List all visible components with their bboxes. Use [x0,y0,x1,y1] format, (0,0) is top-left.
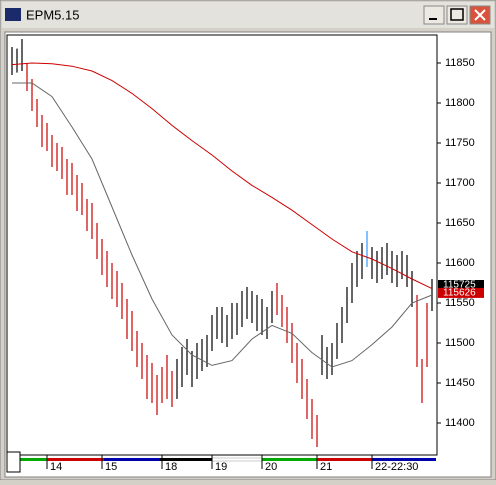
session-strip [372,458,436,461]
x-tick-label: 22-22:30 [375,461,418,473]
moving-average [11,62,433,290]
moving-average [12,82,433,368]
x-tick-label: 20 [265,461,277,473]
x-tick-label: 14 [50,461,62,473]
close-button[interactable] [469,5,491,25]
title-bar [2,2,494,28]
price-marker [438,287,484,298]
session-strip [262,458,318,461]
x-tick-label: 21 [320,461,332,473]
y-tick-label: 11450 [445,377,475,389]
session-strip [20,458,48,461]
session-strip [160,458,212,461]
y-tick-label: 11750 [445,137,475,149]
session-strip [318,458,372,461]
y-tick-label: 11600 [445,257,475,269]
x-tick-label: 18 [165,461,177,473]
y-tick-label: 11700 [445,177,475,189]
scroll-box[interactable] [6,451,21,473]
price-marker [438,280,484,290]
minimize-button[interactable] [423,5,445,25]
plot-frame [6,34,438,456]
session-strip [104,458,160,461]
x-tick-label: 15 [105,461,117,473]
maximize-button[interactable] [446,5,468,25]
y-tick-label: 11650 [445,217,475,229]
session-strip [48,458,104,461]
y-tick-label: 11850 [445,57,475,69]
price-marker-label: 115725 [443,280,476,291]
window-title: EPM5.15 [26,7,79,22]
price-marker-label: 115626 [443,288,476,299]
y-tick-label: 11800 [445,97,475,109]
app-icon [5,8,21,21]
y-tick-label: 11550 [445,297,475,309]
y-tick-label: 11500 [445,337,475,349]
x-tick-label: 19 [215,461,227,473]
y-tick-label: 11400 [445,417,475,429]
